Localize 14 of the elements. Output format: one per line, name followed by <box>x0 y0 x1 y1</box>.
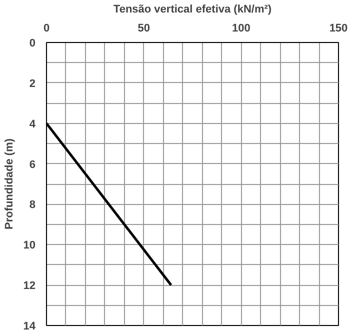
x-axis-title: Tensão vertical efetiva (kN/m²) <box>113 4 272 16</box>
x-tick-label: 100 <box>232 22 250 34</box>
y-tick-label: 10 <box>23 240 36 252</box>
y-axis-title: Profundidade (m) <box>3 138 16 230</box>
y-tick-label: 12 <box>23 280 36 292</box>
x-tick-label: 0 <box>43 22 50 34</box>
y-tick-label: 4 <box>29 118 36 130</box>
y-tick-label: 8 <box>29 199 36 212</box>
y-tick-label: 2 <box>29 78 36 90</box>
y-tick-label: 0 <box>29 38 36 50</box>
y-tick-label: 14 <box>23 320 36 332</box>
x-tick-label: 50 <box>138 22 150 34</box>
y-tick-label: 6 <box>29 158 36 171</box>
x-tick-label: 150 <box>329 22 348 34</box>
